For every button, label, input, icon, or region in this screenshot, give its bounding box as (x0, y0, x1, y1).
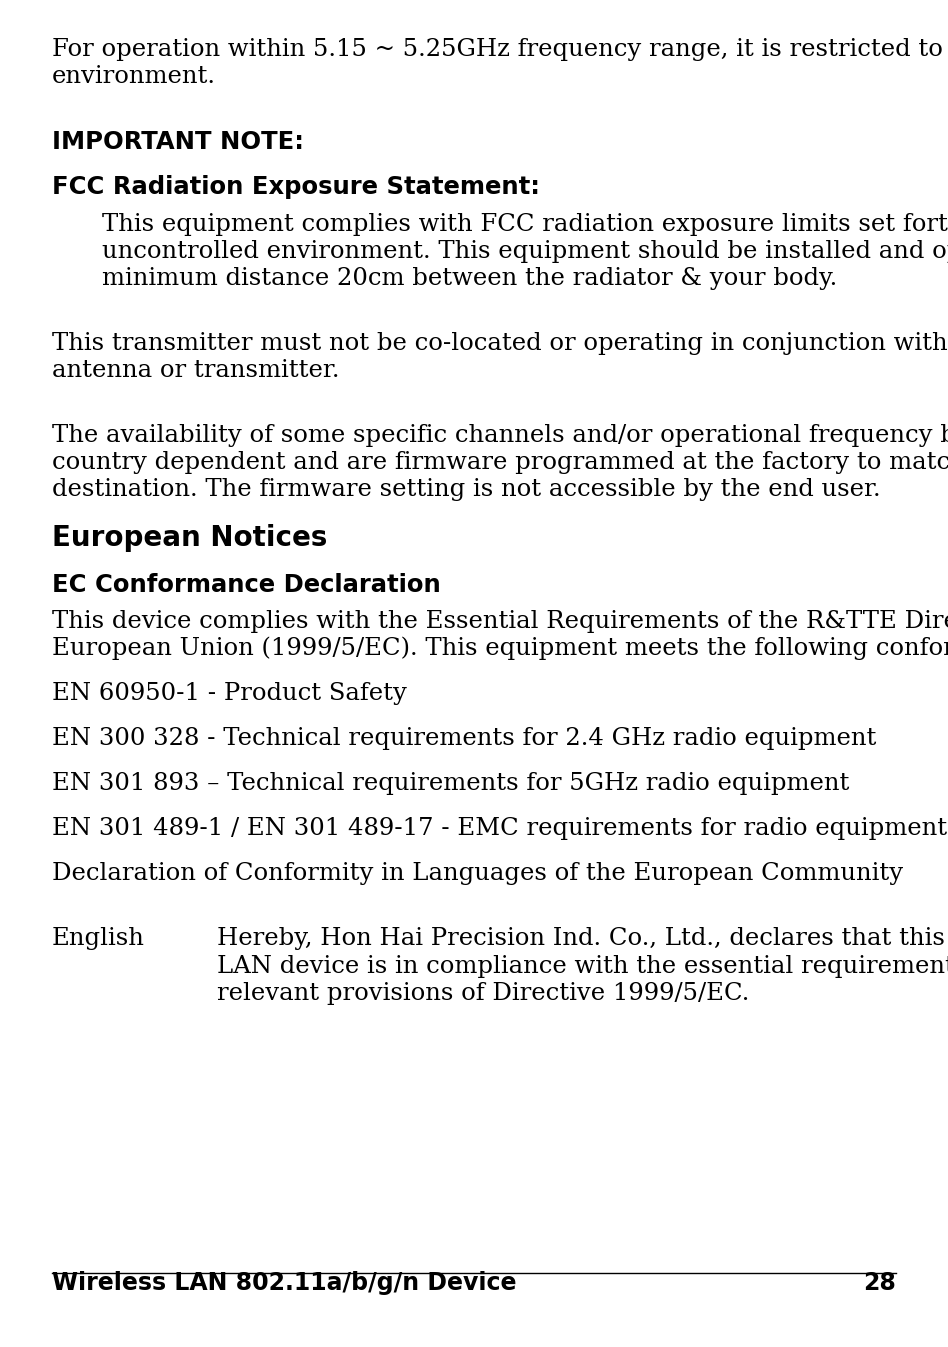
Text: uncontrolled environment. This equipment should be installed and operated with: uncontrolled environment. This equipment… (102, 240, 948, 263)
Text: English: English (52, 928, 145, 951)
Text: antenna or transmitter.: antenna or transmitter. (52, 360, 339, 383)
Text: EN 301 489-1 / EN 301 489-17 - EMC requirements for radio equipment: EN 301 489-1 / EN 301 489-17 - EMC requi… (52, 818, 947, 841)
Text: The availability of some specific channels and/or operational frequency bands ar: The availability of some specific channe… (52, 424, 948, 447)
Text: Wireless LAN 802.11a/b/g/n Device: Wireless LAN 802.11a/b/g/n Device (52, 1272, 517, 1294)
Text: EN 301 893 – Technical requirements for 5GHz radio equipment: EN 301 893 – Technical requirements for … (52, 772, 849, 795)
Text: environment.: environment. (52, 65, 216, 88)
Text: LAN device is in compliance with the essential requirements and other: LAN device is in compliance with the ess… (217, 955, 948, 978)
Text: relevant provisions of Directive 1999/5/EC.: relevant provisions of Directive 1999/5/… (217, 982, 749, 1005)
Text: destination. The firmware setting is not accessible by the end user.: destination. The firmware setting is not… (52, 478, 881, 501)
Text: minimum distance 20cm between the radiator & your body.: minimum distance 20cm between the radiat… (102, 267, 837, 290)
Text: EC Conformance Declaration: EC Conformance Declaration (52, 572, 441, 597)
Text: European Union (1999/5/EC). This equipment meets the following conformance stand: European Union (1999/5/EC). This equipme… (52, 637, 948, 660)
Text: country dependent and are firmware programmed at the factory to match the intend: country dependent and are firmware progr… (52, 451, 948, 474)
Text: European Notices: European Notices (52, 524, 327, 551)
Text: This equipment complies with FCC radiation exposure limits set forth for an: This equipment complies with FCC radiati… (102, 213, 948, 236)
Text: IMPORTANT NOTE:: IMPORTANT NOTE: (52, 131, 304, 155)
Text: FCC Radiation Exposure Statement:: FCC Radiation Exposure Statement: (52, 175, 540, 199)
Text: Declaration of Conformity in Languages of the European Community: Declaration of Conformity in Languages o… (52, 862, 903, 885)
Text: EN 300 328 - Technical requirements for 2.4 GHz radio equipment: EN 300 328 - Technical requirements for … (52, 727, 876, 750)
Text: Hereby, Hon Hai Precision Ind. Co., Ltd., declares that this Radio: Hereby, Hon Hai Precision Ind. Co., Ltd.… (217, 928, 948, 951)
Text: EN 60950-1 - Product Safety: EN 60950-1 - Product Safety (52, 682, 407, 704)
Text: This transmitter must not be co-located or operating in conjunction with any oth: This transmitter must not be co-located … (52, 331, 948, 354)
Text: 28: 28 (863, 1272, 896, 1294)
Text: For operation within 5.15 ~ 5.25GHz frequency range, it is restricted to indoor: For operation within 5.15 ~ 5.25GHz freq… (52, 38, 948, 61)
Text: This device complies with the Essential Requirements of the R&TTE Directive of t: This device complies with the Essential … (52, 610, 948, 633)
